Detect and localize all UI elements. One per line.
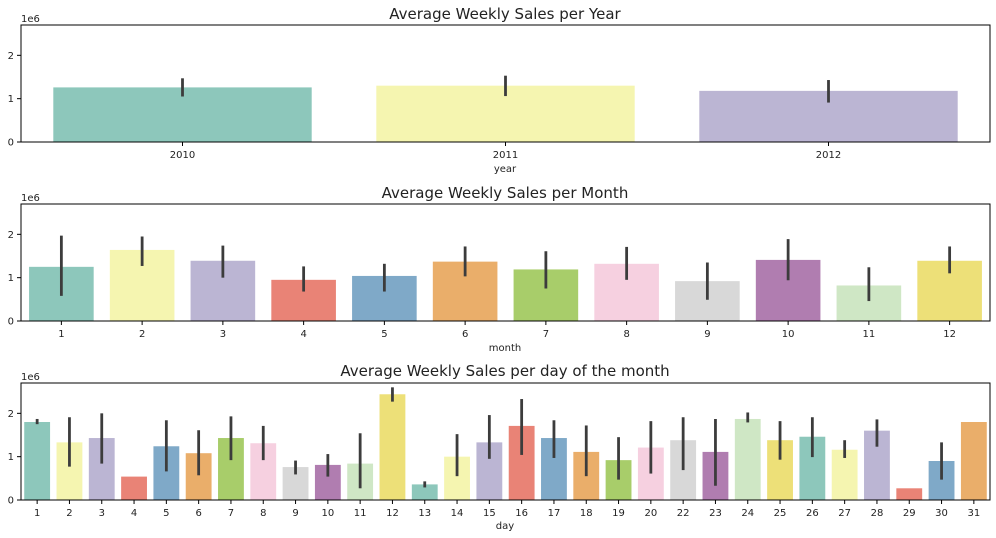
y-offset-label: 1e6 bbox=[21, 372, 40, 383]
bar bbox=[411, 484, 438, 500]
axes-frame bbox=[20, 203, 991, 322]
x-tick-label: 7 bbox=[228, 508, 234, 519]
x-tick-label: 27 bbox=[838, 508, 851, 519]
x-tick-label: 3 bbox=[220, 329, 226, 340]
y-tick-label: 1 bbox=[8, 273, 14, 284]
subplot-sales-per-year: Average Weekly Sales per Year 1e6 year 0… bbox=[8, 5, 991, 175]
x-tick-label: 10 bbox=[321, 508, 334, 519]
bar bbox=[734, 418, 761, 500]
x-tick-label: 30 bbox=[935, 508, 948, 519]
x-tick-label: 3 bbox=[99, 508, 105, 519]
x-tick-label: 12 bbox=[943, 329, 956, 340]
x-tick-label: 2010 bbox=[170, 150, 195, 161]
x-tick-label: 20 bbox=[644, 508, 657, 519]
x-tick-label: 25 bbox=[774, 508, 787, 519]
y-offset-label: 1e6 bbox=[21, 193, 40, 204]
y-tick-label: 0 bbox=[8, 317, 14, 328]
bar bbox=[896, 488, 923, 500]
x-tick-label: 8 bbox=[623, 329, 629, 340]
y-tick-label: 1 bbox=[8, 94, 14, 105]
x-tick-label: 1 bbox=[34, 508, 40, 519]
x-tick-label: 22 bbox=[677, 508, 690, 519]
x-tick-label: 16 bbox=[515, 508, 528, 519]
y-tick-label: 0 bbox=[8, 138, 14, 149]
x-tick-label: 4 bbox=[300, 329, 306, 340]
x-tick-label: 2 bbox=[139, 329, 145, 340]
y-tick-label: 1 bbox=[8, 452, 14, 463]
x-tick-label: 24 bbox=[741, 508, 754, 519]
x-axis-label: day bbox=[496, 521, 514, 532]
x-tick-label: 2012 bbox=[816, 150, 841, 161]
x-tick-label: 2011 bbox=[493, 150, 518, 161]
y-tick-label: 0 bbox=[8, 496, 14, 507]
x-tick-label: 5 bbox=[381, 329, 387, 340]
x-tick-label: 7 bbox=[543, 329, 549, 340]
x-tick-label: 9 bbox=[292, 508, 298, 519]
subplot-sales-per-month: Average Weekly Sales per Month 1e6 month… bbox=[8, 184, 991, 354]
axes-frame bbox=[20, 24, 991, 143]
bar bbox=[379, 394, 406, 500]
chart-title: Average Weekly Sales per day of the mont… bbox=[340, 362, 669, 380]
y-tick-label: 2 bbox=[8, 230, 14, 241]
x-tick-label: 14 bbox=[451, 508, 464, 519]
x-tick-label: 6 bbox=[195, 508, 201, 519]
y-offset-label: 1e6 bbox=[21, 14, 40, 25]
x-tick-label: 23 bbox=[709, 508, 722, 519]
x-axis-label: month bbox=[489, 343, 521, 354]
x-tick-label: 1 bbox=[58, 329, 64, 340]
x-tick-label: 11 bbox=[863, 329, 876, 340]
subplot-sales-per-day: Average Weekly Sales per day of the mont… bbox=[8, 362, 991, 532]
chart-title: Average Weekly Sales per Month bbox=[382, 184, 629, 202]
x-tick-label: 13 bbox=[418, 508, 431, 519]
bar bbox=[831, 449, 858, 500]
y-tick-label: 2 bbox=[8, 409, 14, 420]
y-tick-label: 2 bbox=[8, 51, 14, 62]
x-tick-label: 26 bbox=[806, 508, 819, 519]
x-tick-label: 11 bbox=[354, 508, 367, 519]
x-tick-label: 18 bbox=[580, 508, 593, 519]
axes-frame bbox=[20, 382, 991, 501]
x-tick-label: 9 bbox=[704, 329, 710, 340]
bar bbox=[121, 476, 147, 500]
x-tick-label: 6 bbox=[462, 329, 468, 340]
x-tick-label: 15 bbox=[483, 508, 496, 519]
x-tick-label: 19 bbox=[612, 508, 625, 519]
x-tick-label: 5 bbox=[163, 508, 169, 519]
x-tick-label: 10 bbox=[782, 329, 795, 340]
chart-title: Average Weekly Sales per Year bbox=[389, 5, 621, 23]
x-tick-label: 8 bbox=[260, 508, 266, 519]
x-tick-label: 4 bbox=[131, 508, 137, 519]
x-axis-label: year bbox=[494, 164, 517, 175]
x-tick-label: 28 bbox=[871, 508, 884, 519]
bar bbox=[24, 422, 51, 500]
x-tick-label: 2 bbox=[66, 508, 72, 519]
x-tick-label: 17 bbox=[548, 508, 561, 519]
bar bbox=[960, 422, 987, 500]
x-tick-label: 29 bbox=[903, 508, 916, 519]
x-tick-label: 12 bbox=[386, 508, 399, 519]
x-tick-label: 31 bbox=[967, 508, 980, 519]
